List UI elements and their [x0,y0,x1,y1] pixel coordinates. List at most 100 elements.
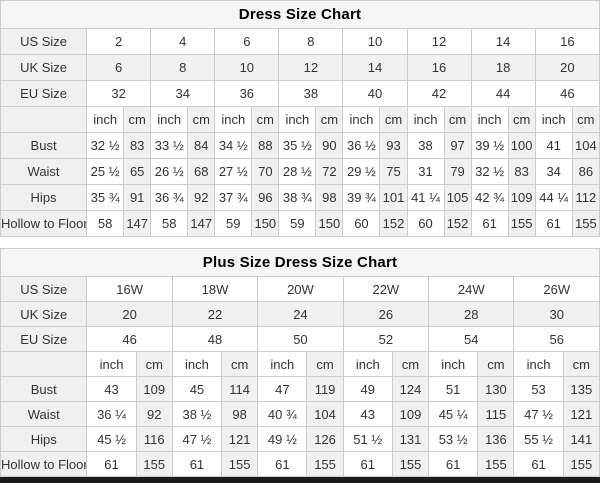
measure-cm-cell: 65 [123,158,152,185]
size-value-cell: 42 [406,80,472,107]
measure-inch-cell: 38 ½ [171,401,223,427]
measure-inch-cell: 45 ¼ [428,401,479,427]
measure-inch-cell: 61 [257,451,308,477]
measure-cm-cell: 155 [306,451,344,477]
measure-inch-cell: 37 ¾ [214,184,253,211]
row-label: Waist [0,158,88,185]
size-value-cell: 8 [150,54,216,81]
measure-cm-cell: 98 [315,184,344,211]
table-gap [0,237,600,248]
size-value-cell: 6 [86,54,152,81]
unit-cm-header: cm [562,351,600,377]
size-value-cell: 52 [342,326,430,352]
size-value-cell: 46 [86,326,173,352]
unit-inch-header: inch [406,106,445,133]
size-value-cell: 44 [470,80,536,107]
measure-cm-cell: 155 [221,451,259,477]
size-value-cell: 8 [278,28,344,55]
measurement-row: Hollow to Floor 61 155 61 155 61 155 61 155 61 155… [0,451,600,477]
unit-inch-header: inch [278,106,317,133]
size-value-cell: 26W [513,276,600,302]
measure-cm-cell: 150 [251,210,280,237]
row-label: Waist [0,401,88,427]
unit-cm-header: cm [315,106,344,133]
measure-cm-cell: 100 [507,132,536,159]
measure-inch-cell: 53 ½ [428,426,479,452]
size-value-cell: 20W [257,276,344,302]
measure-cm-cell: 147 [123,210,152,237]
table-title-row: Dress Size Chart [0,0,600,29]
table-title: Plus Size Dress Size Chart [0,248,600,277]
measure-cm-cell: 104 [571,132,600,159]
size-value-cell: 28 [428,301,515,327]
measure-inch-cell: 61 [534,210,573,237]
measure-cm-cell: 86 [571,158,600,185]
measure-cm-cell: 91 [123,184,152,211]
row-label: Hips [0,184,88,211]
measure-cm-cell: 130 [477,376,515,402]
measure-inch-cell: 38 ¾ [278,184,317,211]
measure-inch-cell: 35 ¾ [86,184,125,211]
unit-cm-header: cm [135,351,173,377]
measure-cm-cell: 105 [443,184,472,211]
measure-inch-cell: 26 ½ [150,158,189,185]
row-label: Hips [0,426,88,452]
measure-inch-cell: 42 ¾ [470,184,509,211]
measure-inch-cell: 51 ½ [342,426,393,452]
table-title-row: Plus Size Dress Size Chart [0,248,600,277]
unit-inch-header: inch [513,351,564,377]
unit-inch-header: inch [214,106,253,133]
unit-inch-header: inch [534,106,573,133]
measurement-row: Hips 45 ½ 116 47 ½ 121 49 ½ 126 51 ½ 131 53 ½ 136 5… [0,426,600,452]
measurement-row: Waist 36 ¼ 92 38 ½ 98 40 ¾ 104 43 109 45 ¼ 115 47 ½… [0,401,600,427]
measure-cm-cell: 115 [477,401,515,427]
size-value-cell: 22W [342,276,430,302]
measure-inch-cell: 45 [171,376,223,402]
row-label: UK Size [0,54,88,81]
measure-cm-cell: 152 [443,210,472,237]
measure-cm-cell: 93 [379,132,408,159]
measurement-row: Waist 25 ½ 65 26 ½ 68 27 ½ 70 28 ½ 72 29 ½ 75 31 79 3… [0,158,600,185]
measure-cm-cell: 104 [306,401,344,427]
size-row: UK Size 6 8 10 12 14 16 18 20 [0,54,600,81]
measure-inch-cell: 44 ¼ [534,184,573,211]
size-row: US Size 2 4 6 8 10 12 14 16 [0,28,600,55]
measure-inch-cell: 60 [342,210,381,237]
unit-inch-header: inch [171,351,223,377]
measure-cm-cell: 90 [315,132,344,159]
size-value-cell: 54 [428,326,515,352]
measure-cm-cell: 124 [391,376,430,402]
measurement-row: Bust 43 109 45 114 47 119 49 124 51 130 53 135 [0,376,600,402]
measure-cm-cell: 79 [443,158,472,185]
measure-cm-cell: 109 [391,401,430,427]
measure-inch-cell: 61 [342,451,393,477]
unit-inch-header: inch [342,351,393,377]
plus-size-chart-table: Plus Size Dress Size Chart US Size 16W 18W 2… [0,248,600,477]
unit-inch-header: inch [342,106,381,133]
measure-inch-cell: 45 ½ [86,426,137,452]
size-value-cell: 12 [278,54,344,81]
measure-inch-cell: 43 [86,376,137,402]
measure-cm-cell: 92 [135,401,173,427]
size-value-cell: 10 [214,54,280,81]
unit-cm-header: cm [306,351,344,377]
row-label: US Size [0,28,88,55]
row-label: UK Size [0,301,88,327]
measure-inch-cell: 60 [406,210,445,237]
measure-inch-cell: 33 ½ [150,132,189,159]
measure-cm-cell: 126 [306,426,344,452]
measure-cm-cell: 119 [306,376,344,402]
unit-inch-header: inch [86,106,125,133]
dress-size-chart-table: Dress Size Chart US Size 2 4 6 8 10 12 14 16 UK Si… [0,0,600,237]
measure-inch-cell: 59 [278,210,317,237]
measure-cm-cell: 83 [507,158,536,185]
measure-inch-cell: 38 [406,132,445,159]
unit-inch-header: inch [86,351,137,377]
size-value-cell: 14 [342,54,408,81]
size-value-cell: 34 [150,80,216,107]
measure-cm-cell: 70 [251,158,280,185]
measure-cm-cell: 155 [507,210,536,237]
measure-cm-cell: 141 [562,426,600,452]
measure-inch-cell: 35 ½ [278,132,317,159]
size-value-cell: 18W [171,276,259,302]
